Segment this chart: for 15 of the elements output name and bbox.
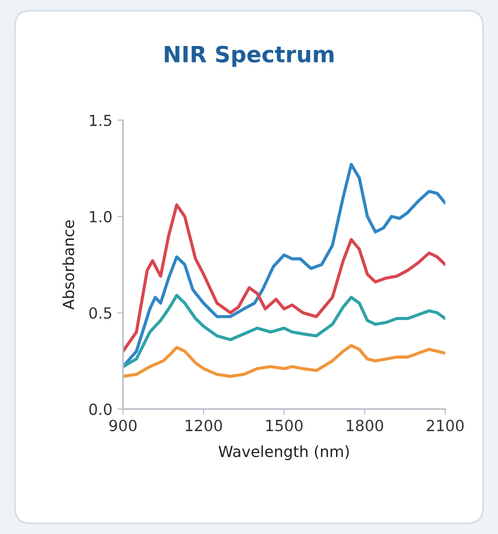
- y-tick-label: 0.5: [89, 307, 112, 319]
- x-tick-label: 2100: [426, 420, 464, 432]
- y-tick-label: 1.0: [90, 210, 112, 222]
- x-tick-label: 1500: [266, 420, 303, 432]
- x-tick-label: 1800: [346, 420, 384, 432]
- x-axis-title: Wavelength (nm): [218, 445, 349, 460]
- line-series: [123, 203, 446, 353]
- x-tick-label: 1200: [186, 420, 222, 432]
- y-tick-label: 0.0: [89, 404, 112, 416]
- line-series: [123, 294, 446, 368]
- line-series: [123, 344, 446, 378]
- chart-title: NIR Spectrum: [164, 46, 334, 67]
- x-tick-label: 900: [109, 420, 137, 432]
- y-axis-title: Absorbance: [62, 220, 74, 310]
- y-tick-label: 1.5: [90, 114, 112, 126]
